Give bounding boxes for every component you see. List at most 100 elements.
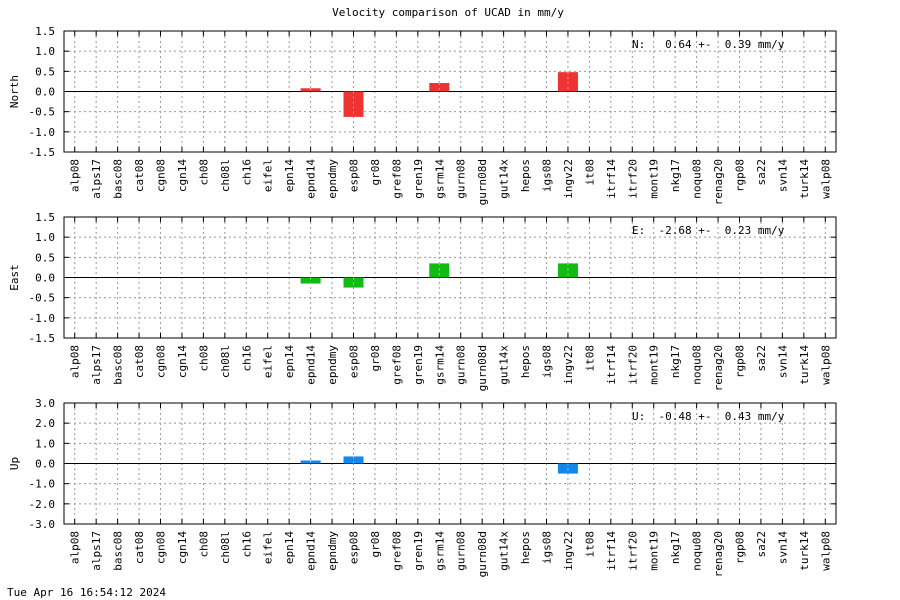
panel-east-category-label: walp08 [819,345,832,385]
panel-east-category-label: gurn08d [476,345,489,391]
panel-up-category-label: alp08 [69,531,82,564]
panel-east-category-label: eifel [262,345,275,378]
panel-up-ytick-label: -1.0 [29,478,56,491]
panel-up-category-label: renag20 [712,531,725,577]
panel-east-category-label: ch08l [219,345,232,378]
panel-north-category-label: sa22 [755,159,768,186]
panel-north-category-label: igs08 [541,159,554,192]
panel-east-category-label: itrf14 [605,345,618,385]
panel-north-category-label: gurn08d [476,159,489,205]
panel-east-category-label: gut14x [498,345,511,385]
panel-up-category-label: alps17 [90,531,103,571]
panel-north-ytick-label: 1.5 [35,25,55,38]
panel-east-category-label: sa22 [755,345,768,372]
panel-east-category-label: alp08 [69,345,82,378]
panel-up-ytick-label: 2.0 [35,417,55,430]
panel-east-ytick-label: 1.0 [35,231,55,244]
panel-up-category-label: ch08 [197,531,210,558]
panel-east-ytick-label: 0.5 [35,251,55,264]
panel-north-category-label: gref08 [390,159,403,199]
panel-north-bar-esp08 [343,91,364,117]
panel-up-category-label: epndmy [326,531,339,571]
panel-east-category-label: hepos [519,345,532,378]
panel-up-category-label: epnd14 [305,531,318,571]
panel-east-category-label: igs08 [541,345,554,378]
panel-up-ytick-label: -3.0 [29,518,56,531]
panel-up-category-label: itrf14 [605,531,618,571]
panel-up-category-label: epn14 [283,531,296,564]
panel-east-annotation: E: -2.68 +- 0.23 mm/y [632,224,785,237]
panel-north-category-label: esp08 [348,159,361,192]
panel-east-category-label: itrf20 [626,345,639,385]
panel-east-category-label: cgn08 [155,345,168,378]
panel-north-category-label: ch16 [240,159,253,186]
panel-up-annotation: U: -0.48 +- 0.43 mm/y [632,410,785,423]
panel-north-ytick-label: -1.0 [29,126,56,139]
panel-north-category-label: rgp08 [734,159,747,192]
panel-east-ytick-label: -0.5 [29,292,56,305]
panel-east-category-label: rgp08 [734,345,747,378]
chart-panels: 1.5 1.0 0.5 0.0 -0.5 -1.0 -1.5 North N: 0.64 +- … [8,25,837,577]
panel-up-category-label: sa22 [755,531,768,558]
panel-up-category-label: nkg17 [669,531,682,564]
panel-north-category-label: gurn08 [455,159,468,199]
panel-up-category-label: gsrm14 [433,531,446,571]
panel-east-category-label: turk14 [798,345,811,385]
panel-north-bar-gsrm14 [429,83,450,92]
panel-up-category-label: igs08 [541,531,554,564]
panel-north-ytick-label: 0.0 [35,86,55,99]
panel-up-category-label: cat08 [133,531,146,564]
panel-north-category-label: gren19 [412,159,425,199]
panel-north-category-label: gsrm14 [433,159,446,199]
panel-north-category-label: epndmy [326,159,339,199]
panel-north-category-label: hepos [519,159,532,192]
panel-east-category-label: cgn14 [176,345,189,378]
panel-east-category-label: ingv22 [562,345,575,385]
panel-up-ylabel: Up [8,457,21,470]
panel-north-category-label: basc08 [112,159,125,199]
panel-east-ytick-label: 0.0 [35,272,55,285]
panel-up-category-label: gref08 [390,531,403,571]
panel-north-ytick-label: 1.0 [35,45,55,58]
panel-east: 1.5 1.0 0.5 0.0 -0.5 -1.0 -1.5 East E: -2.68 +- … [8,211,837,391]
panel-east-category-label: renag20 [712,345,725,391]
panel-up-category-label: rgp08 [734,531,747,564]
panel-up-category-label: mont19 [648,531,661,571]
panel-east-category-label: svn14 [776,345,789,378]
panel-east-category-label: gr08 [369,345,382,372]
panel-up-category-label: eifel [262,531,275,564]
panel-up-category-label: cgn14 [176,531,189,564]
panel-north-category-label: cgn14 [176,159,189,192]
panel-up-category-label: gurn08d [476,531,489,577]
panel-east-category-label: gref08 [390,345,403,385]
panel-up-category-label: itrf20 [626,531,639,571]
panel-up-category-label: svn14 [776,531,789,564]
panel-up-category-label: cgn08 [155,531,168,564]
panel-north-ytick-label: -0.5 [29,106,56,119]
panel-east-bar-epnd14 [300,277,321,284]
panel-east-category-label: epndmy [326,345,339,385]
panel-north-category-label: walp08 [819,159,832,199]
panel-up-ytick-label: -2.0 [29,498,56,511]
panel-east-category-label: cat08 [133,345,146,378]
panel-up-category-label: gren19 [412,531,425,571]
panel-east-category-label: gren19 [412,345,425,385]
panel-east-category-label: epn14 [283,345,296,378]
panel-up-category-label: gr08 [369,531,382,558]
panel-east-category-label: gurn08 [455,345,468,385]
panel-north-category-label: gr08 [369,159,382,186]
panel-east-ytick-label: -1.0 [29,312,56,325]
panel-up-category-label: walp08 [819,531,832,571]
panel-north-category-label: mont19 [648,159,661,199]
panel-north-ylabel: North [8,75,21,108]
panel-east-category-label: epnd14 [305,345,318,385]
panel-east-category-label: gsrm14 [433,345,446,385]
panel-north-ytick-label: -1.5 [29,146,56,159]
panel-north-category-label: itrf14 [605,159,618,199]
panel-north-category-label: noqu08 [691,159,704,199]
panel-up-ytick-label: 1.0 [35,437,55,450]
chart-title: Velocity comparison of UCAD in mm/y [332,6,564,19]
panel-up-ytick-label: 0.0 [35,458,55,471]
panel-up-category-label: hepos [519,531,532,564]
